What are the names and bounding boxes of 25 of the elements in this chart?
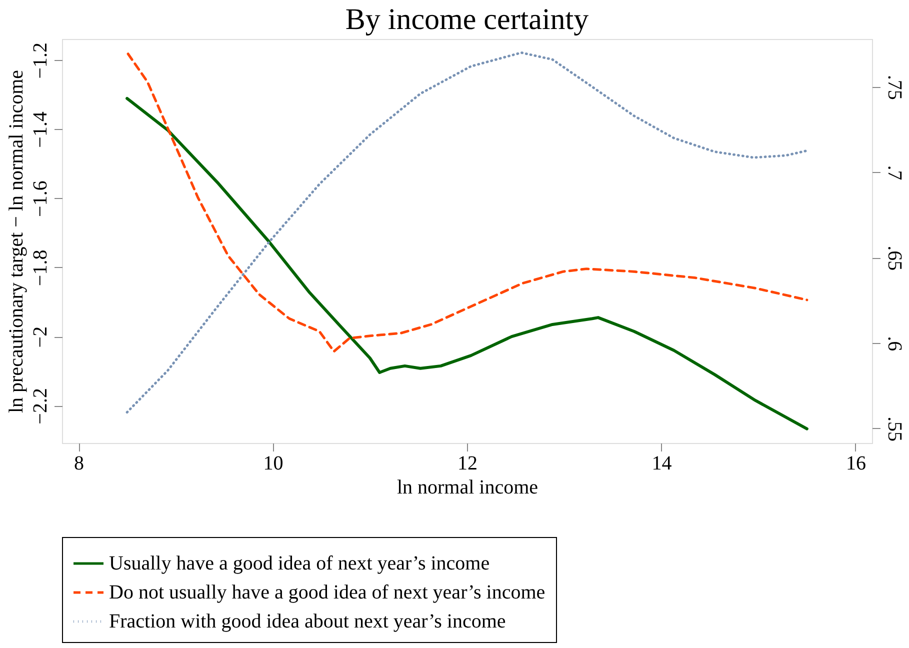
y2-tick-label: .6 (884, 336, 906, 352)
y-tick-label: −2 (30, 326, 52, 348)
line-series (126, 96, 808, 430)
y-tick-label: −1.6 (30, 180, 52, 217)
legend-label: Do not usually have a good idea of next year’s income (109, 582, 546, 604)
chart-title: By income certainty (345, 3, 589, 36)
y2-tick-label: .75 (884, 74, 906, 100)
line-series (126, 52, 808, 353)
x-tick-label: 12 (458, 452, 478, 474)
y2-tick-label: .55 (884, 416, 906, 442)
line-series (126, 51, 808, 414)
y-axis-title: ln precautionary target − ln normal income (6, 70, 28, 414)
y2-tick-label: .7 (884, 165, 906, 180)
y-tick-label: −1.4 (30, 112, 52, 148)
x-tick-label: 8 (74, 452, 84, 474)
x-tick-label: 16 (846, 452, 866, 474)
y-tick-label: −1.8 (30, 250, 52, 286)
y-tick-label: −2.2 (30, 388, 52, 424)
y2-tick-label: .65 (884, 246, 906, 271)
x-axis-title: ln normal income (396, 476, 538, 498)
legend-label: Usually have a good idea of next year’s income (109, 552, 490, 574)
x-tick-label: 14 (652, 452, 672, 474)
legend-label: Fraction with good idea about next year’s income (109, 610, 506, 632)
x-tick-label: 10 (263, 452, 284, 474)
y-tick-label: −1.2 (30, 42, 52, 79)
